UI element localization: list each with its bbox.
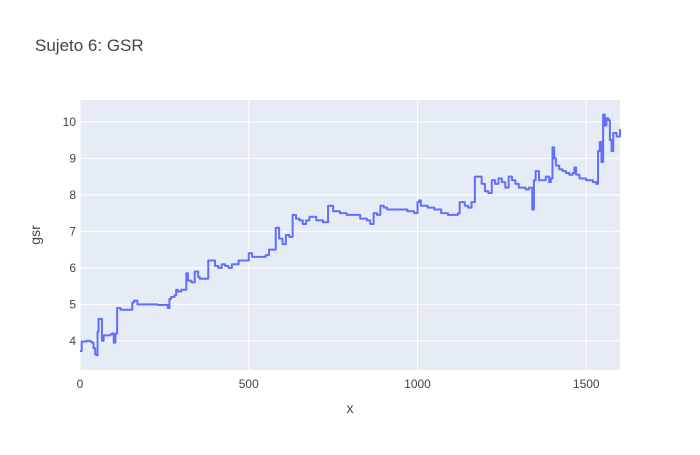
x-tick-label: 0	[77, 377, 84, 391]
y-tick-label: 6	[69, 261, 76, 275]
y-tick-label: 7	[69, 224, 76, 238]
series-layer	[80, 113, 621, 357]
x-tick-label: 1500	[573, 377, 600, 391]
y-tick-label: 5	[69, 297, 76, 311]
y-axis-title: gsr	[27, 225, 43, 245]
y-tick-label: 4	[69, 334, 76, 348]
tick-labels: 4 5 6 7 8 9 10 0 500 1000 1500	[63, 115, 600, 391]
y-tick-label: 10	[63, 115, 77, 129]
x-tick-label: 1000	[404, 377, 431, 391]
y-tick-label: 9	[69, 151, 76, 165]
series-line	[80, 113, 621, 357]
plot-background	[80, 100, 620, 370]
y-tick-label: 8	[69, 188, 76, 202]
x-tick-label: 500	[239, 377, 259, 391]
x-axis-title: x	[347, 400, 354, 416]
chart-title: Sujeto 6: GSR	[35, 36, 144, 55]
